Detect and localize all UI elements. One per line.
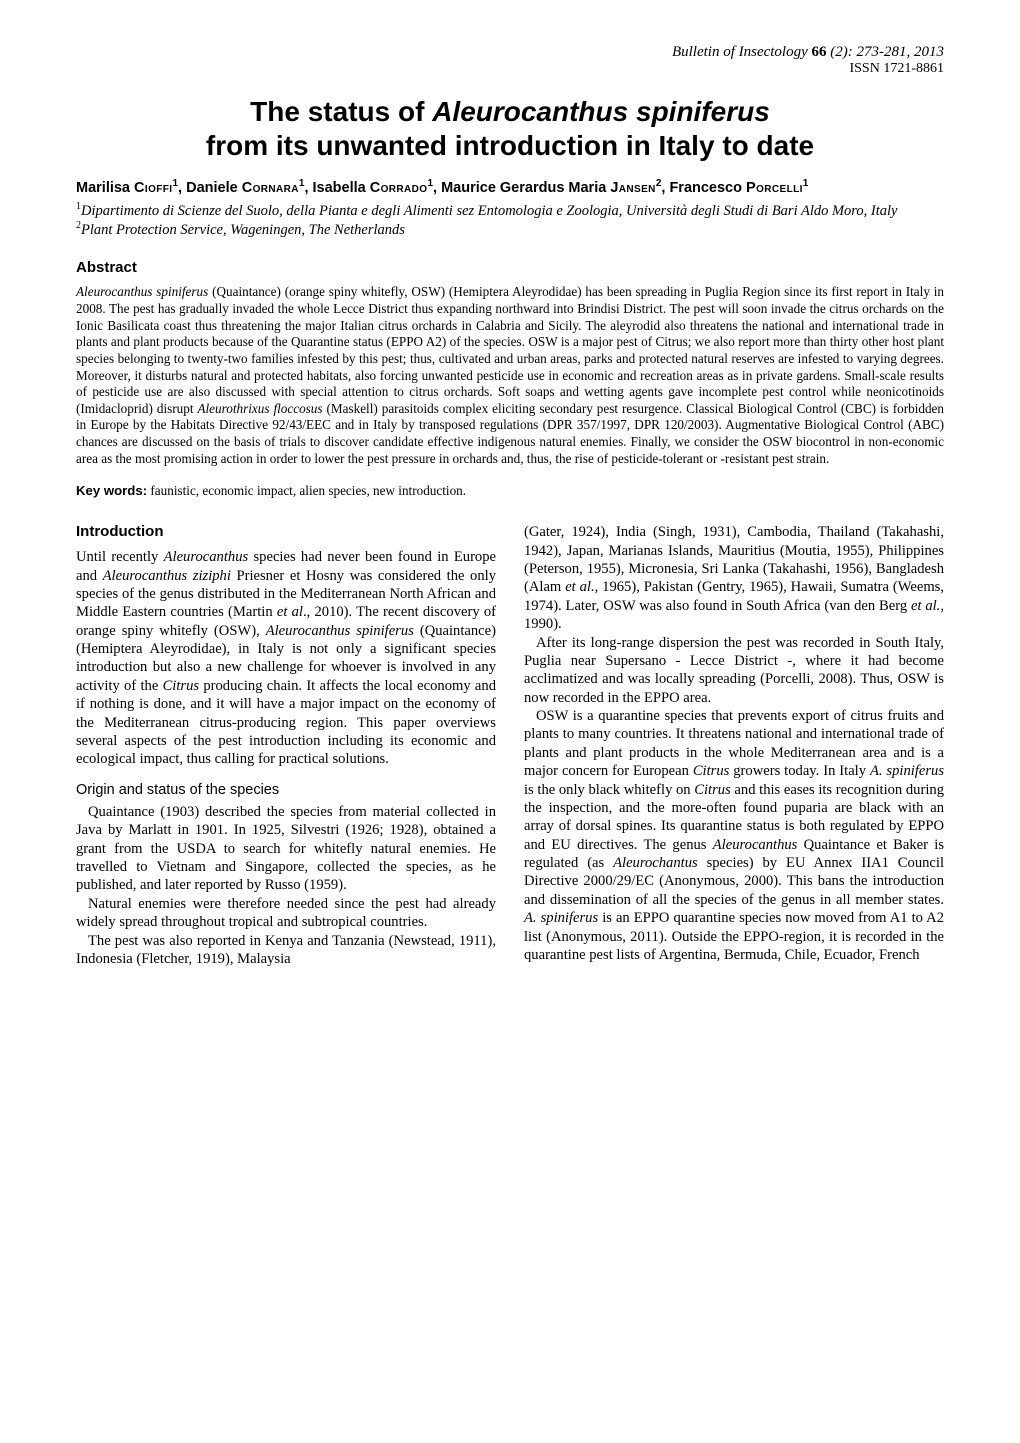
introduction-heading: Introduction <box>76 523 496 542</box>
journal-name: Bulletin of Insectology <box>672 44 808 60</box>
c2-p3c: is the only black whitefly on <box>524 782 694 798</box>
column-left: Introduction Until recently Aleurocanthu… <box>76 523 496 968</box>
affiliation-1: Dipartimento di Scienze del Suolo, della… <box>81 203 897 219</box>
c2-p3s4: Aleurocanthus <box>713 837 798 853</box>
origin-paragraph-1: Quaintance (1903) described the species … <box>76 803 496 895</box>
author-sep-2: , <box>304 180 312 196</box>
title-line2: from its unwanted introduction in Italy … <box>206 130 814 161</box>
title-pre: The status of <box>250 96 432 127</box>
intro-p1a: Until recently <box>76 549 164 565</box>
author-sep-1: , <box>178 180 186 196</box>
keywords-label: Key words: <box>76 483 147 498</box>
author-2-first: Daniele <box>186 180 242 196</box>
c2-p3s3: Citrus <box>694 782 731 798</box>
abstract-heading: Abstract <box>76 259 944 276</box>
author-5-last: Porcelli <box>746 180 803 196</box>
abstract-species-2: Aleurothrixus floccosus <box>197 401 322 416</box>
abstract-text: Aleurocanthus spiniferus (Quaintance) (o… <box>76 284 944 467</box>
author-4-first: Maurice Gerardus Maria <box>441 180 610 196</box>
journal-header: Bulletin of Insectology 66 (2): 273-281,… <box>76 44 944 77</box>
c2-p3s1: Citrus <box>693 763 730 779</box>
two-column-body: Introduction Until recently Aleurocanthu… <box>76 523 944 968</box>
origin-paragraph-3: The pest was also reported in Kenya and … <box>76 932 496 969</box>
col2-paragraph-2: After its long-range dispersion the pest… <box>524 634 944 708</box>
author-3-first: Isabella <box>313 180 370 196</box>
abstract-species-1: Aleurocanthus spiniferus <box>76 284 208 299</box>
intro-paragraph-1: Until recently Aleurocanthus species had… <box>76 548 496 769</box>
paper-title: The status of Aleurocanthus spiniferus f… <box>76 95 944 163</box>
author-list: Marilisa Cioffi1, Daniele Cornara1, Isab… <box>76 177 944 198</box>
journal-issn: ISSN 1721-8861 <box>76 61 944 77</box>
intro-sp4: Aleurocanthus spiniferus <box>266 623 414 639</box>
author-3-last: Corrado <box>370 180 428 196</box>
intro-sp5: Citrus <box>163 678 200 694</box>
author-5-sup: 1 <box>803 178 809 189</box>
col2-paragraph-1: (Gater, 1924), India (Singh, 1931), Camb… <box>524 523 944 633</box>
intro-sp3: et al <box>277 604 303 620</box>
c2-p3s5: Aleurochantus <box>613 855 698 871</box>
journal-volume: 66 <box>812 44 827 60</box>
origin-paragraph-2: Natural enemies were therefore needed si… <box>76 895 496 932</box>
origin-heading: Origin and status of the species <box>76 781 496 799</box>
col2-paragraph-3: OSW is a quarantine species that prevent… <box>524 707 944 964</box>
abstract-t1: (Quaintance) (orange spiny whitefly, OSW… <box>76 284 944 415</box>
author-1-last: Cioffi <box>134 180 172 196</box>
journal-line: Bulletin of Insectology 66 (2): 273-281,… <box>76 44 944 61</box>
journal-issue-pages: (2): 273-281, 2013 <box>830 44 944 60</box>
affiliation-list: 1Dipartimento di Scienze del Suolo, dell… <box>76 201 944 240</box>
author-sep-3: , <box>433 180 441 196</box>
c2-p1s2: et al. <box>911 598 940 614</box>
title-species: Aleurocanthus spiniferus <box>432 96 770 127</box>
author-4-last: Jansen <box>610 180 655 196</box>
c2-p1s1: et al. <box>565 579 594 595</box>
keywords-line: Key words: faunistic, economic impact, a… <box>76 483 944 499</box>
c2-p3s6: A. spiniferus <box>524 910 598 926</box>
column-right: (Gater, 1924), India (Singh, 1931), Camb… <box>524 523 944 968</box>
c2-p3b: growers today. In Italy <box>729 763 870 779</box>
intro-sp1: Aleurocanthus <box>164 549 249 565</box>
intro-sp2: Aleurocanthus ziziphi <box>103 568 231 584</box>
author-1-first: Marilisa <box>76 180 134 196</box>
affiliation-2: Plant Protection Service, Wageningen, Th… <box>81 222 405 238</box>
author-2-last: Cornara <box>242 180 299 196</box>
keywords-text: faunistic, economic impact, alien specie… <box>147 483 466 498</box>
c2-p3s2: A. spiniferus <box>870 763 944 779</box>
author-5-first: Francesco <box>669 180 746 196</box>
